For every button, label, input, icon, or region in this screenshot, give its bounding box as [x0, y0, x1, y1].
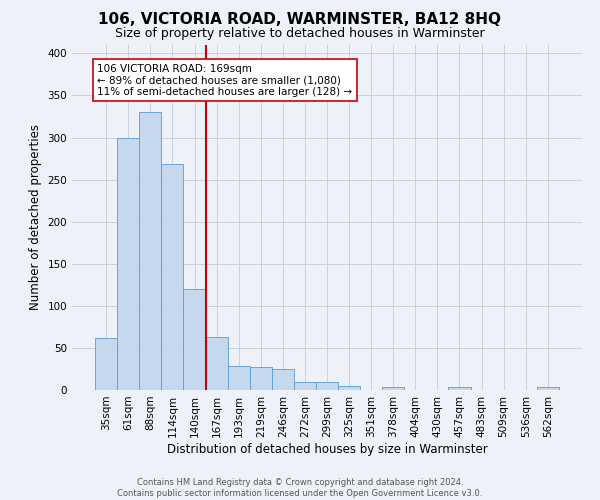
Text: Size of property relative to detached houses in Warminster: Size of property relative to detached ho… [115, 28, 485, 40]
Bar [95, 338, 117, 390]
Bar [294, 382, 316, 390]
Text: Contains HM Land Registry data © Crown copyright and database right 2024.
Contai: Contains HM Land Registry data © Crown c… [118, 478, 482, 498]
Bar [227, 366, 250, 390]
Bar [250, 368, 272, 390]
Bar [184, 289, 206, 390]
X-axis label: Distribution of detached houses by size in Warminster: Distribution of detached houses by size … [167, 442, 487, 456]
Bar [448, 388, 470, 390]
Y-axis label: Number of detached properties: Number of detached properties [29, 124, 42, 310]
Bar [338, 386, 360, 390]
Text: 106, VICTORIA ROAD, WARMINSTER, BA12 8HQ: 106, VICTORIA ROAD, WARMINSTER, BA12 8HQ [98, 12, 502, 28]
Bar [161, 164, 184, 390]
Bar [139, 112, 161, 390]
Bar [537, 388, 559, 390]
Bar [206, 337, 227, 390]
Text: 106 VICTORIA ROAD: 169sqm
← 89% of detached houses are smaller (1,080)
11% of se: 106 VICTORIA ROAD: 169sqm ← 89% of detac… [97, 64, 353, 96]
Bar [272, 369, 294, 390]
Bar [382, 388, 404, 390]
Bar [117, 138, 139, 390]
Bar [316, 382, 338, 390]
